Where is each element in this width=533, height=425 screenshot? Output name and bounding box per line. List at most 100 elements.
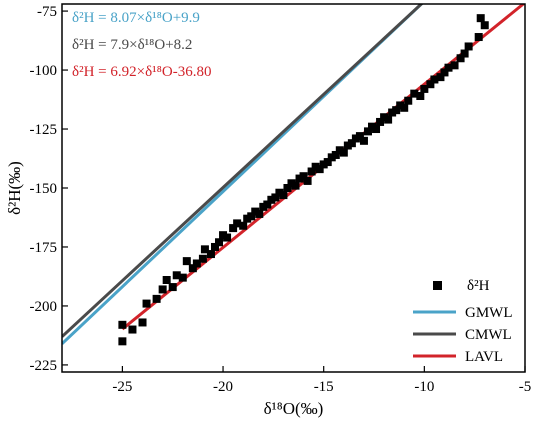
ticks-layer: -25 -20 -15 -10 -5 -75 -100 -125 -150 -175 -200 -22… [30, 4, 532, 395]
equation-lavl: δ²H = 6.92×δ¹⁸O-36.80 [72, 64, 211, 80]
data-point [188, 264, 197, 273]
data-point [158, 285, 167, 294]
data-point [251, 207, 260, 216]
data-point [444, 63, 453, 72]
data-point [464, 42, 473, 51]
data-point [315, 165, 324, 174]
equation-cmwl: δ²H = 7.9×δ¹⁸O+8.2 [72, 37, 192, 53]
data-point [460, 49, 469, 58]
data-point [279, 191, 288, 200]
data-point [351, 134, 360, 143]
data-point [128, 325, 137, 334]
data-point [239, 221, 248, 230]
data-point [271, 193, 280, 202]
y-tick-label: -100 [30, 63, 58, 79]
data-point [335, 146, 344, 155]
data-point [363, 127, 372, 136]
data-point [162, 276, 171, 284]
data-point [255, 209, 264, 218]
legend-label-lavl: LAVL [465, 349, 503, 365]
data-point [430, 75, 439, 84]
y-tick-label: -175 [30, 240, 58, 256]
data-point [223, 233, 232, 242]
data-point [182, 257, 191, 266]
data-point [392, 106, 401, 115]
data-point [152, 294, 161, 303]
data-point [192, 259, 201, 268]
data-point [267, 195, 276, 204]
y-tick-label: -125 [30, 122, 58, 138]
data-point [118, 337, 127, 346]
x-tick-label: -25 [112, 379, 132, 395]
data-point [368, 122, 377, 131]
data-point [299, 172, 308, 181]
legend-marker-scatter [433, 281, 442, 290]
data-point [229, 224, 238, 233]
data-point [291, 181, 300, 190]
data-point [198, 254, 207, 263]
data-point [376, 117, 385, 126]
data-point [118, 320, 127, 329]
y-tick-label: -225 [30, 358, 58, 374]
y-tick-label: -200 [30, 299, 58, 315]
x-tick-label: -10 [414, 379, 434, 395]
data-point [243, 214, 252, 223]
data-point [210, 242, 219, 251]
data-point [219, 231, 228, 240]
data-point [215, 238, 224, 247]
legend-label-gmwl: GMWL [465, 305, 513, 321]
data-point [347, 139, 356, 148]
data-point [247, 212, 256, 221]
data-point [331, 150, 340, 159]
series-line-cmwl [62, 4, 424, 338]
data-point [259, 202, 268, 211]
data-point [319, 160, 328, 169]
x-axis-title: δ¹⁸O(‰) [264, 399, 324, 418]
data-point [440, 68, 449, 77]
data-point [416, 92, 425, 100]
data-point [359, 136, 368, 145]
data-point [339, 148, 348, 157]
y-tick-label: -150 [30, 181, 58, 197]
series-line-gmwl [62, 4, 424, 345]
x-tick-label: -5 [519, 379, 532, 395]
data-point [327, 153, 336, 162]
data-point [450, 61, 459, 70]
legend-label-cmwl: CMWL [465, 327, 512, 343]
data-point [456, 54, 465, 63]
data-point [142, 299, 151, 308]
data-point [480, 21, 489, 30]
data-point [426, 80, 435, 89]
data-point [420, 84, 429, 93]
data-point [172, 271, 181, 280]
data-point [436, 73, 445, 82]
data-point [474, 33, 483, 42]
data-point [206, 250, 215, 259]
data-point [388, 108, 397, 117]
data-point [178, 273, 187, 282]
y-tick-label: -75 [37, 4, 57, 20]
data-point [355, 132, 364, 141]
legend: δ²H GMWL CMWL LAVL [413, 278, 513, 365]
data-point [275, 188, 284, 197]
data-point [476, 14, 485, 23]
data-point [410, 89, 419, 98]
data-point [311, 162, 320, 171]
data-point [372, 125, 381, 134]
data-point [396, 101, 405, 110]
data-point [404, 96, 413, 105]
data-point [380, 113, 389, 122]
legend-label-scatter: δ²H [467, 278, 490, 294]
x-tick-label: -20 [213, 379, 233, 395]
data-point [323, 158, 332, 167]
data-point [400, 103, 409, 112]
data-point [283, 184, 292, 192]
x-tick-label: -15 [314, 379, 334, 395]
series-layer [62, 4, 525, 346]
data-point [384, 115, 393, 124]
data-point [287, 179, 296, 188]
data-point [138, 318, 147, 327]
data-point [168, 283, 177, 292]
equation-gmwl: δ²H = 8.07×δ¹⁸O+9.9 [72, 10, 200, 26]
data-point [343, 141, 352, 150]
